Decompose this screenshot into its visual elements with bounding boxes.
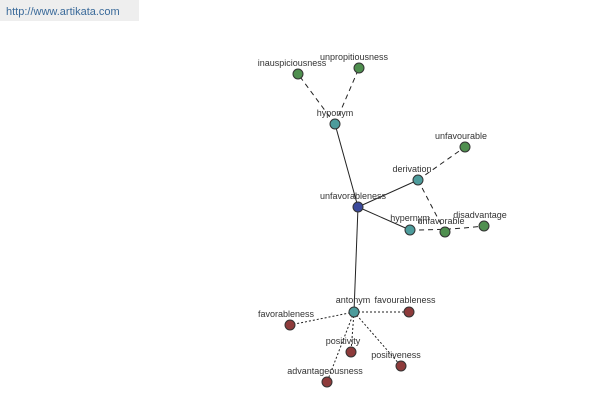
node[interactable] xyxy=(321,376,333,388)
node-label: favourableness xyxy=(374,295,436,305)
node-label: derivation xyxy=(392,164,431,174)
node-label: advantageousness xyxy=(287,366,363,376)
node-label: inauspiciousness xyxy=(258,58,327,68)
edges xyxy=(289,67,485,383)
edge xyxy=(326,311,355,383)
node-label: positivity xyxy=(326,336,361,346)
edge xyxy=(334,67,360,125)
node-label: disadvantage xyxy=(453,210,507,220)
node[interactable] xyxy=(329,118,341,130)
node-label: hyponym xyxy=(317,108,354,118)
node[interactable] xyxy=(459,141,471,153)
url-bar xyxy=(0,0,139,21)
labels: unfavorableness hyponym inauspiciousness… xyxy=(258,52,507,376)
node-label: unfavorableness xyxy=(320,191,387,201)
node-label: unpropitiousness xyxy=(320,52,389,62)
edge xyxy=(417,146,466,181)
site-url[interactable]: http://www.artikata.com xyxy=(6,6,120,18)
node[interactable] xyxy=(353,62,365,74)
node[interactable] xyxy=(348,306,360,318)
edge xyxy=(297,73,336,125)
edge xyxy=(357,179,419,208)
node[interactable] xyxy=(412,174,424,186)
edge xyxy=(353,206,359,313)
node[interactable] xyxy=(292,68,304,80)
node[interactable] xyxy=(404,224,416,236)
node-label: favorableness xyxy=(258,309,315,319)
node-label: antonym xyxy=(336,295,371,305)
nodes xyxy=(284,62,490,388)
node-label: unfavourable xyxy=(435,131,487,141)
node-label: positiveness xyxy=(371,350,421,360)
node[interactable] xyxy=(478,220,490,232)
edge xyxy=(417,179,446,233)
node[interactable] xyxy=(284,319,296,331)
node[interactable] xyxy=(439,226,451,238)
node[interactable] xyxy=(345,346,357,358)
edge xyxy=(357,206,411,231)
node[interactable] xyxy=(395,360,407,372)
node-label: unfavorable xyxy=(417,216,464,226)
node-label: hypernym xyxy=(390,213,430,223)
edge xyxy=(334,123,359,208)
edge xyxy=(350,311,355,353)
edge xyxy=(289,311,355,326)
node[interactable] xyxy=(352,201,364,213)
node[interactable] xyxy=(403,306,415,318)
